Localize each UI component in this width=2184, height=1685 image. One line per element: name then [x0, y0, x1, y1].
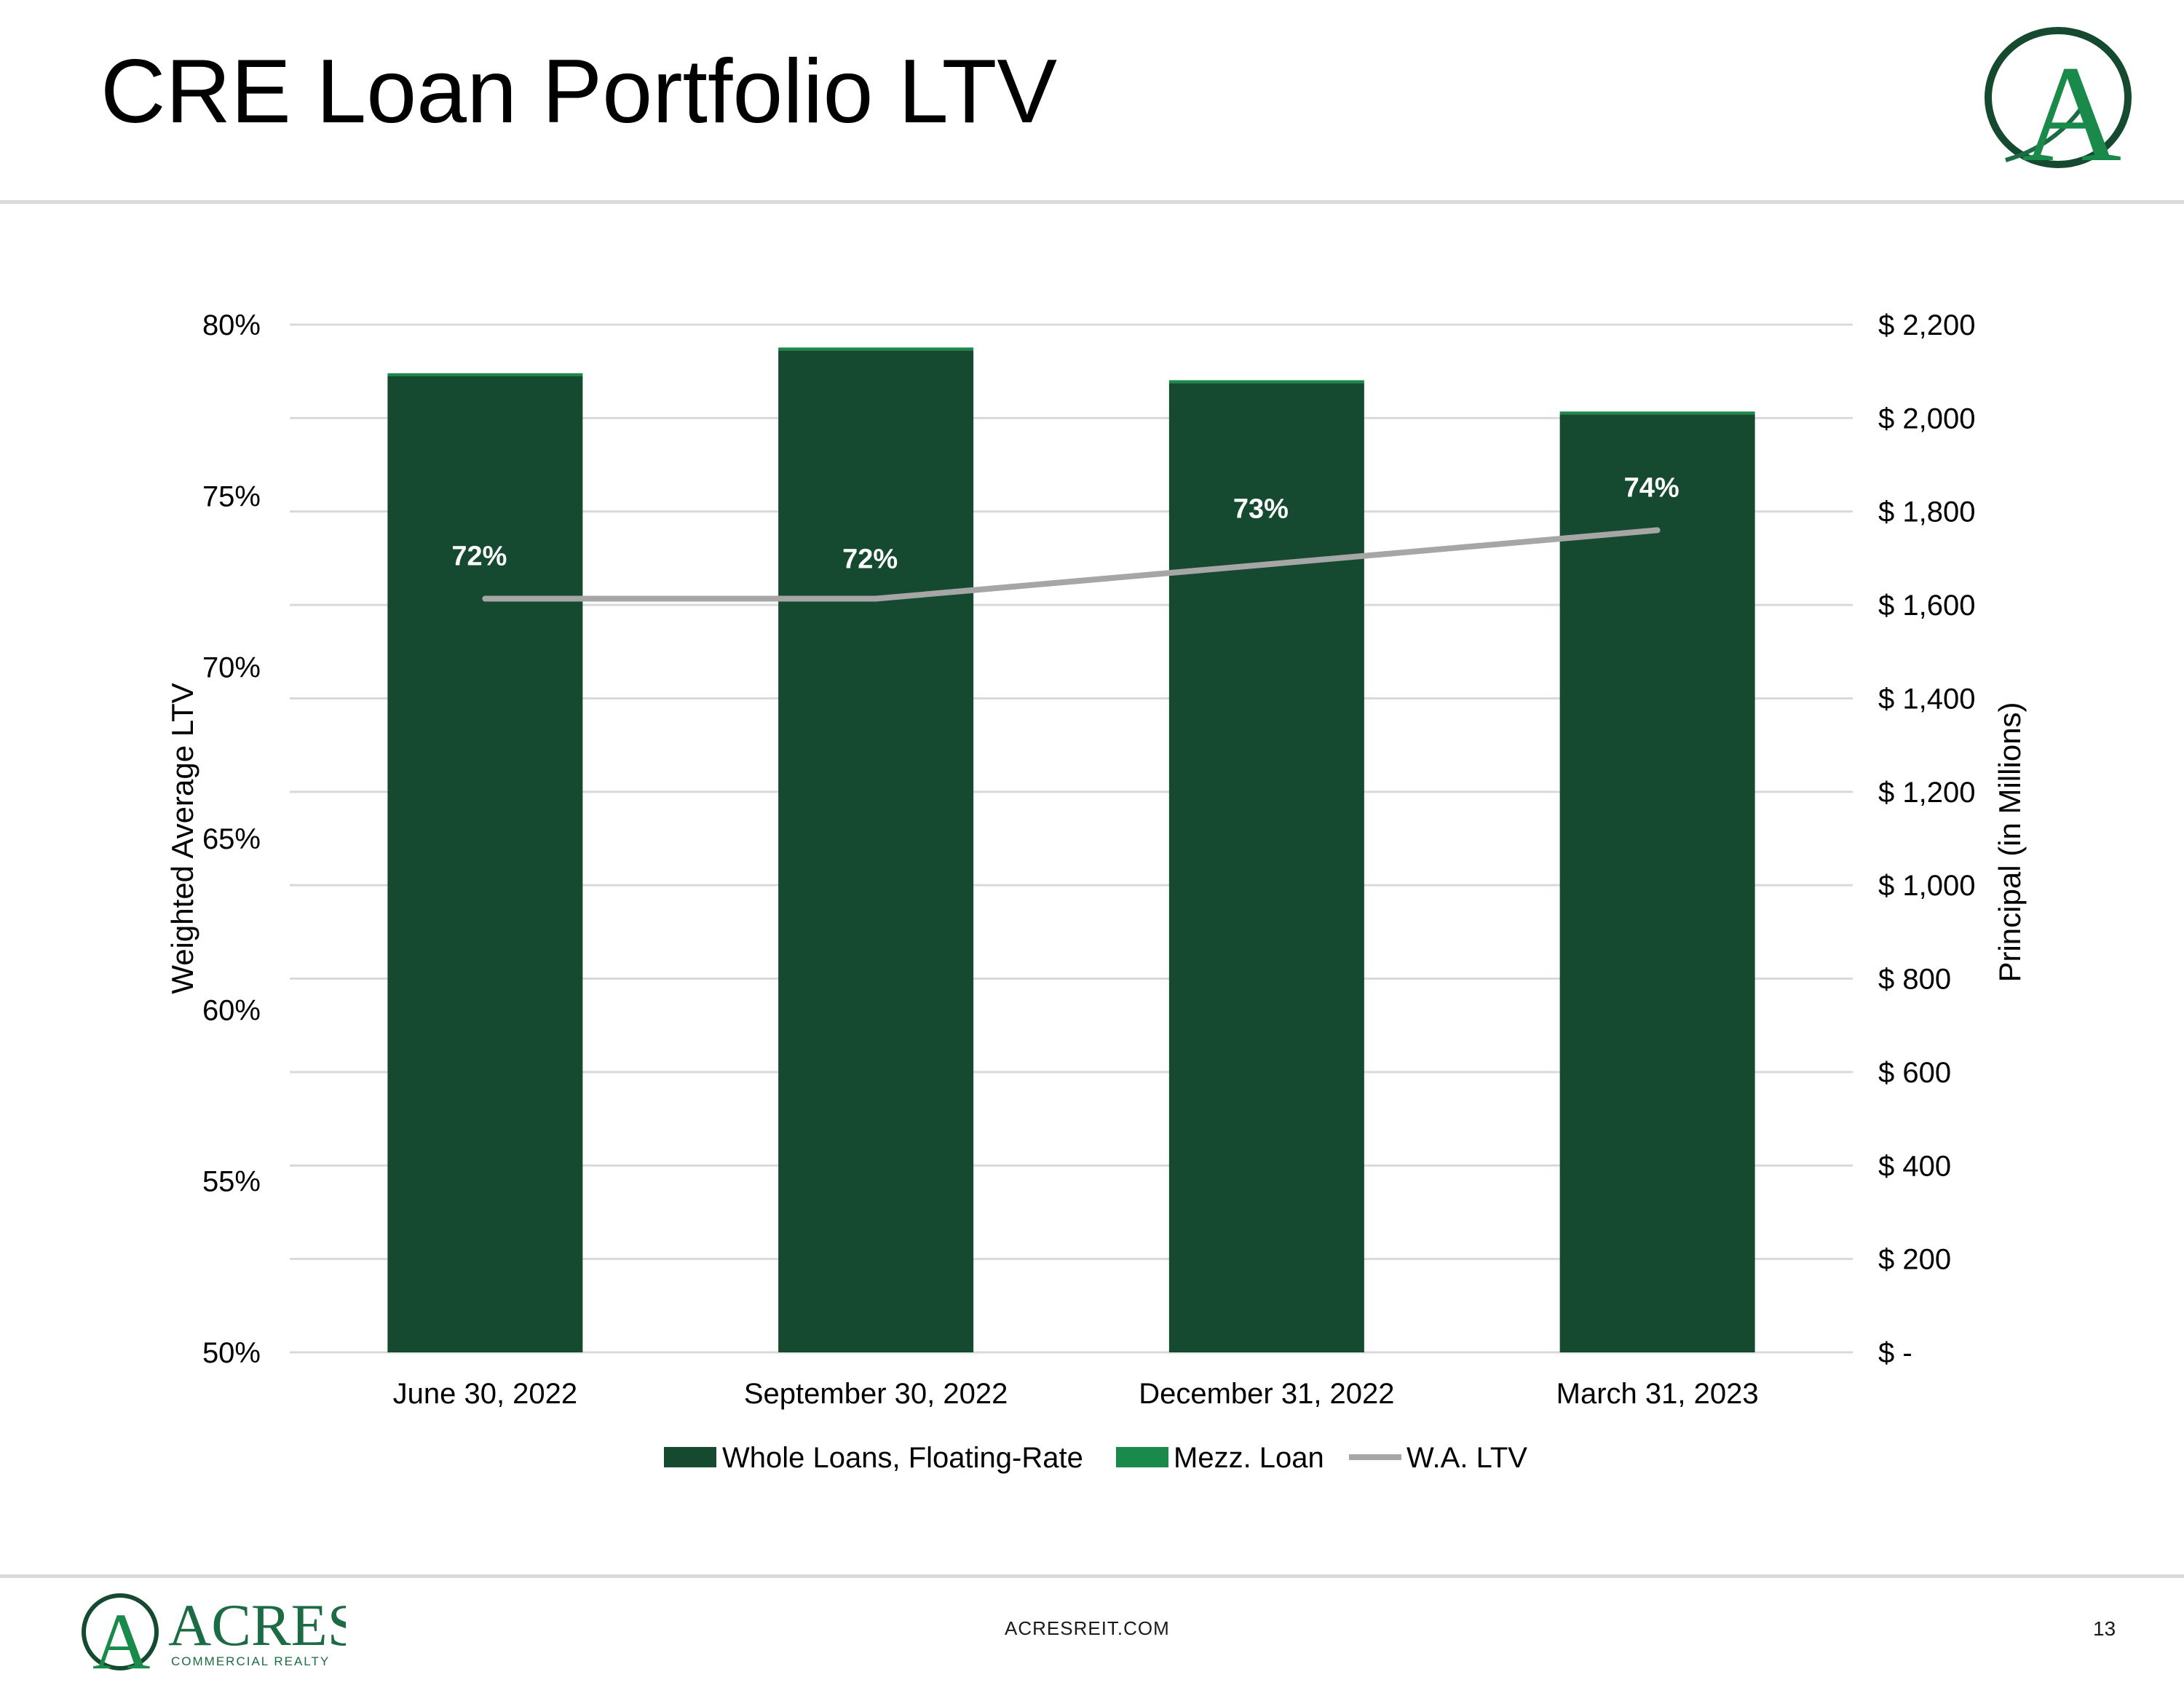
wa-ltv-point [1263, 561, 1270, 568]
right-axis-title: Principal (in Millions) [1993, 702, 2027, 982]
category-label: December 31, 2022 [1139, 1378, 1394, 1410]
wa-ltv-point [482, 595, 488, 602]
legend-label-mezz-loan: Mezz. Loan [1174, 1442, 1324, 1474]
logo-letter-small: A [92, 1597, 150, 1674]
right-axis-tick-label: $ 600 [1878, 1057, 1951, 1089]
bar-mezz-loan [1559, 411, 1755, 415]
acres-logo-icon: A [1985, 27, 2132, 175]
ltv-line-layer [482, 527, 1661, 602]
right-axis-tick-label: $ 200 [1878, 1244, 1951, 1276]
right-axis-tick-label: $ 1,600 [1878, 590, 1975, 622]
footer-divider [0, 1574, 2184, 1578]
left-axis-title: Weighted Average LTV [165, 683, 199, 994]
left-axis-tick-label: 70% [202, 652, 261, 684]
right-axis-tick-label: $ 400 [1878, 1150, 1951, 1182]
wa-ltv-point [1654, 527, 1661, 534]
bar-whole-loans [1559, 414, 1755, 1353]
wa-ltv-data-label: 72% [451, 542, 507, 572]
right-axis-tick-label: $ 1,800 [1878, 496, 1975, 528]
category-label: September 30, 2022 [744, 1378, 1008, 1410]
slide-title: CRE Loan Portfolio LTV [100, 41, 1058, 142]
bar-mezz-loan [1168, 380, 1364, 384]
right-axis-tick-label: $ 1,400 [1878, 683, 1975, 715]
category-label: June 30, 2022 [393, 1378, 578, 1410]
page-number: 13 [2093, 1617, 2116, 1640]
left-axis-tick-label: 50% [202, 1337, 261, 1369]
left-axis-tick-label: 80% [202, 309, 261, 341]
brand-name: ACRES [168, 1592, 346, 1658]
bar-whole-loans [778, 350, 974, 1352]
wa-ltv-data-label: 73% [1233, 493, 1289, 524]
right-axis-tick-label: $ 2,000 [1878, 403, 1975, 435]
right-axis-tick-label: $ - [1878, 1337, 1912, 1369]
footer-url[interactable]: ACRESREIT.COM [1005, 1617, 1170, 1639]
logo-letter: A [2022, 38, 2121, 175]
axes: $ - $ 200 $ 400 $ 600 $ 800 $ 1,000 $ 1,200 $ 1… [165, 309, 2027, 1410]
left-axis-tick-label: 65% [202, 823, 261, 855]
left-axis-tick-label: 75% [202, 480, 261, 512]
right-axis-tick-label: $ 2,200 [1878, 309, 1975, 341]
legend-swatch-whole-loans [664, 1447, 716, 1467]
right-axis-tick-label: $ 1,000 [1878, 870, 1975, 902]
wa-ltv-point [873, 595, 879, 602]
left-axis-tick-label: 60% [202, 994, 261, 1026]
brand-subtitle: COMMERCIAL REALTY [171, 1654, 330, 1668]
legend-label-wa-ltv: W.A. LTV [1406, 1442, 1527, 1474]
left-axis-tick-label: 55% [202, 1166, 261, 1198]
wa-ltv-line [485, 527, 1658, 602]
legend-label-whole-loans: Whole Loans, Floating-Rate [722, 1442, 1083, 1474]
wa-ltv-data-label: 74% [1624, 472, 1679, 503]
wa-ltv-data-label: 72% [842, 544, 898, 575]
category-label: March 31, 2023 [1556, 1378, 1759, 1410]
header-divider [0, 200, 2184, 204]
right-axis-tick-label: $ 800 [1878, 964, 1951, 996]
legend: Whole Loans, Floating-Rate Mezz. Loan W.… [664, 1442, 1527, 1474]
right-axis-tick-label: $ 1,200 [1878, 777, 1975, 809]
bar-whole-loans [387, 376, 583, 1352]
bars [387, 347, 1755, 1353]
bar-mezz-loan [778, 347, 974, 351]
bar-whole-loans [1168, 383, 1364, 1352]
legend-swatch-mezz-loan [1116, 1447, 1168, 1467]
bar-mezz-loan [387, 373, 583, 376]
data-labels: 72% 72% 73% 74% [451, 472, 1679, 574]
acres-commercial-realty-logo: A ACRES COMMERCIAL REALTY [82, 1592, 346, 1674]
